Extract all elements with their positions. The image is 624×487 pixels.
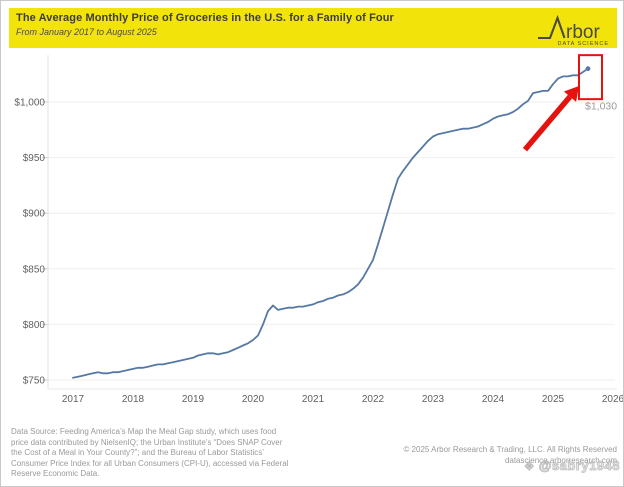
data-source-note: Data Source: Feeding America’s Map the M… [11,427,288,480]
watermark-text: @sabry1948 [538,458,620,474]
watermark: ❖ @sabry1948 [524,458,620,474]
header-banner: The Average Monthly Price of Groceries i… [9,8,617,48]
source-line: Reserve Economic Data. [11,469,100,478]
x-tick-label: 2019 [182,394,205,405]
x-tick-label: 2022 [362,394,385,405]
copyright-block: © 2025 Arbor Research & Trading, LLC. Al… [403,444,617,466]
red-arrow-head-icon [563,85,579,102]
gridlines [42,101,615,381]
logo-text: rbor [566,22,600,43]
line-chart: $750$800$850$900$950$1,000 2017 2018 2019 2… [14,54,624,405]
x-tick-label: 2026 [602,394,624,405]
y-tick-label: $850 [23,264,46,275]
website-text: datascience.arborresearch.com [504,456,617,465]
page-subtitle: From January 2017 to August 2025 [16,27,157,37]
badge-icon: ❖ [524,461,535,474]
arbor-spike-icon [538,14,566,40]
source-line: Data Source: Feeding America’s Map the M… [11,427,277,436]
source-line: the Cost of a Meal in Your County?”; and… [11,448,265,457]
logo-tagline: DATA SCIENCE [557,41,609,47]
x-tick-label: 2017 [62,394,85,405]
last-data-point-marker [585,66,591,72]
red-highlight-box [578,54,603,101]
y-tick-label: $800 [23,320,46,331]
y-tick-label: $950 [23,153,46,164]
copyright-text: © 2025 Arbor Research & Trading, LLC. Al… [403,445,617,454]
source-line: Consumer Price Index for all Urban Consu… [11,458,289,468]
x-tick-label: 2020 [242,394,265,405]
x-tick-label: 2025 [542,394,565,405]
x-tick-label: 2018 [122,394,145,405]
x-axis-tick-labels: 2017 2018 2019 2020 2021 2022 2023 2024 2025 2026 [62,394,624,405]
x-tick-label: 2024 [482,394,505,405]
y-tick-label: $750 [23,376,46,387]
y-axis-tick-labels: $750 $800 $850 $900 $950 $1,000 [14,98,45,387]
x-tick-label: 2021 [302,394,325,405]
source-line: price data contributed by NielsenIQ; the… [11,437,283,447]
red-arrow-shaft [522,94,573,152]
y-tick-label: $900 [23,209,46,220]
y-tick-label: $1,000 [14,98,45,109]
x-tick-label: 2023 [422,394,445,405]
price-line-series [72,67,589,379]
arbor-data-science-logo: rbor DATA SCIENCE [535,13,611,47]
page-title: The Average Monthly Price of Groceries i… [16,12,394,24]
annotation-value-label: $1,030 [585,101,617,113]
